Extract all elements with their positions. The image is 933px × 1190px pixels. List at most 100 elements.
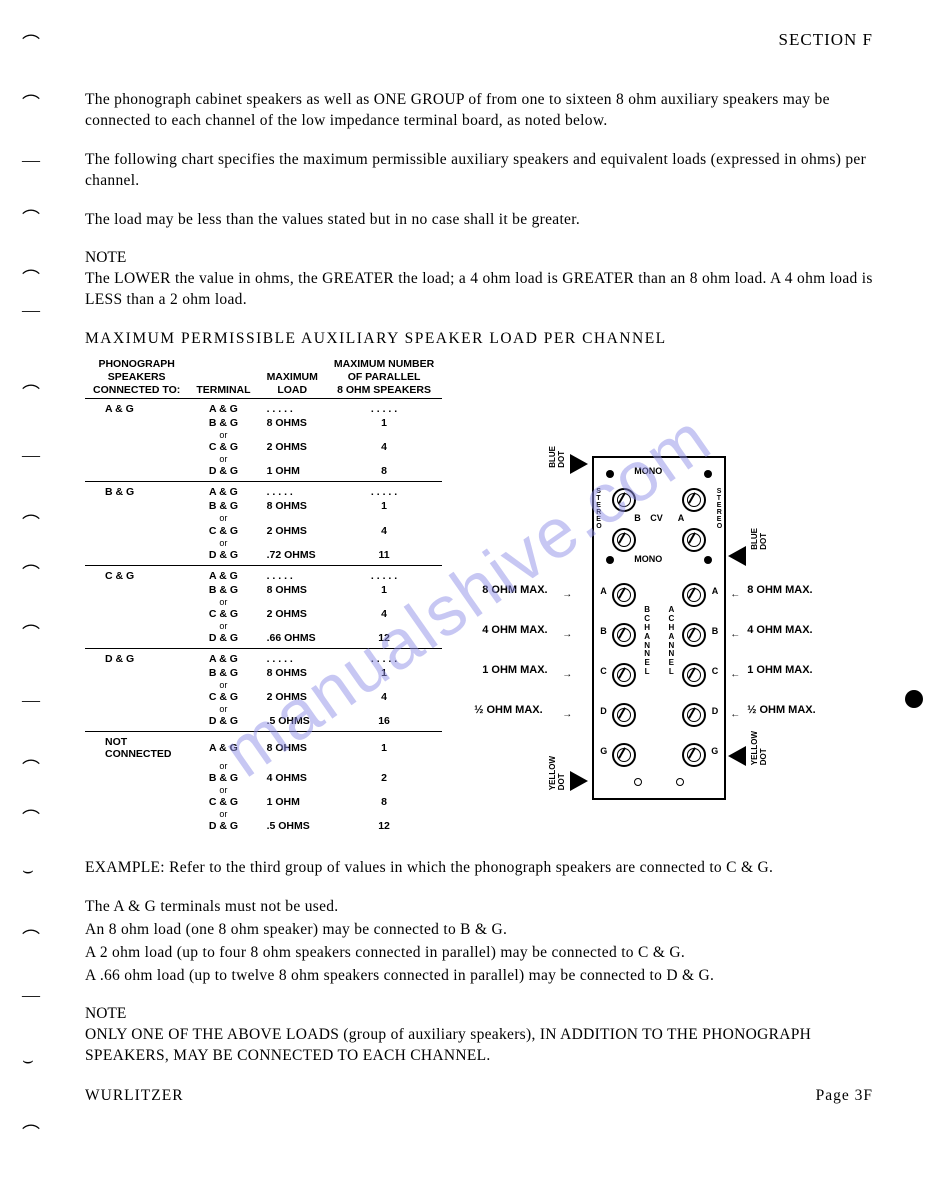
terminal-b [612, 623, 636, 647]
table-row: B & G4 OHMS2 [85, 771, 442, 785]
terminal [682, 528, 706, 552]
table-row: C & G1 OHM8 [85, 795, 442, 809]
mono-label: MONO [634, 554, 662, 564]
ohm-label: 4 OHM MAX. [747, 624, 812, 636]
arrow-icon [728, 746, 746, 766]
table-row: D & G.5 OHMS16 [85, 714, 442, 732]
example-5: A .66 ohm load (up to twelve 8 ohm speak… [85, 966, 873, 987]
note-1-label: NOTE [85, 249, 873, 267]
table-or-row: or [85, 621, 442, 631]
yellow-dot-label: YELLOWDOT [548, 756, 566, 790]
terminal [612, 488, 636, 512]
table-or-row: or [85, 809, 442, 819]
table-or-row: or [85, 761, 442, 771]
footer-left: WURLITZER [85, 1087, 184, 1105]
ohm-label: 1 OHM MAX. [482, 664, 547, 676]
table-row: C & G2 OHMS4 [85, 524, 442, 538]
footer-right: Page 3F [816, 1087, 873, 1105]
note-2-text: ONLY ONE OF THE ABOVE LOADS (group of au… [85, 1025, 873, 1067]
terminal-g [682, 743, 706, 767]
terminal-diagram: MONO B CV A MONO STEREO STEREO A [472, 456, 822, 806]
table-row: D & G.5 OHMS12 [85, 819, 442, 833]
table-row: C & GA & G. . . . .. . . . . [85, 565, 442, 583]
table-row: B & GA & G. . . . .. . . . . [85, 482, 442, 500]
a-label: A [600, 586, 607, 596]
terminal-c [682, 663, 706, 687]
example-3: An 8 ohm load (one 8 ohm speaker) may be… [85, 920, 873, 941]
dot [704, 470, 712, 478]
table-row: C & G2 OHMS4 [85, 440, 442, 454]
table-or-row: or [85, 513, 442, 523]
example-4: A 2 ohm load (up to four 8 ohm speakers … [85, 943, 873, 964]
dot [606, 470, 614, 478]
d-label: D [712, 706, 719, 716]
table-or-row: or [85, 454, 442, 464]
terminal-c [612, 663, 636, 687]
ohm-label: 8 OHM MAX. [482, 584, 547, 596]
table-or-row: or [85, 430, 442, 440]
stereo-label: STEREO [717, 488, 722, 530]
mono-label: MONO [634, 466, 662, 476]
g-label: G [600, 746, 607, 756]
b-label: B [600, 626, 607, 636]
terminal-g [612, 743, 636, 767]
terminal-box: MONO B CV A MONO STEREO STEREO A [592, 456, 726, 800]
cv-label: CV [650, 513, 663, 523]
note-1-text: The LOWER the value in ohms, the GREATER… [85, 269, 873, 311]
paragraph-2: The following chart specifies the maximu… [85, 150, 873, 192]
table-or-row: or [85, 597, 442, 607]
terminal-b [682, 623, 706, 647]
paragraph-3: The load may be less than the values sta… [85, 210, 873, 231]
table-or-row: or [85, 704, 442, 714]
b-label: B [634, 513, 641, 523]
content-row: PHONOGRAPHSPEAKERSCONNECTED TO: TERMINAL… [85, 356, 873, 833]
table-or-row: or [85, 785, 442, 795]
mounting-hole [634, 778, 642, 786]
ohm-label: ½ OHM MAX. [474, 704, 542, 716]
arrow-icon [728, 546, 746, 566]
table-title: MAXIMUM PERMISSIBLE AUXILIARY SPEAKER LO… [85, 330, 873, 348]
blue-dot-label: BLUEDOT [548, 446, 566, 468]
a-label: A [712, 586, 719, 596]
th-num: MAXIMUM NUMBEROF PARALLEL8 OHM SPEAKERS [326, 356, 442, 398]
example-block: EXAMPLE: Refer to the third group of val… [85, 858, 873, 879]
table-row: A & GA & G. . . . .. . . . . [85, 399, 442, 417]
table-row: B & G8 OHMS1 [85, 499, 442, 513]
arrow-icon [570, 771, 588, 791]
arrow-icon [570, 454, 588, 474]
ohm-label: ½ OHM MAX. [747, 704, 815, 716]
dot [704, 556, 712, 564]
c-label: C [712, 666, 719, 676]
table-row: B & G8 OHMS1 [85, 583, 442, 597]
terminal-a [612, 583, 636, 607]
terminal [612, 528, 636, 552]
stereo-label: STEREO [596, 488, 601, 530]
example-2: The A & G terminals must not be used. [85, 897, 873, 918]
table-row: D & G.72 OHMS11 [85, 548, 442, 566]
yellow-dot-label: YELLOWDOT [750, 731, 768, 765]
dot [606, 556, 614, 564]
terminal-a [682, 583, 706, 607]
table-row: NOTCONNECTEDA & G8 OHMS1 [85, 731, 442, 761]
th-terminal: TERMINAL [188, 356, 258, 398]
a-label: A [678, 513, 685, 523]
table-row: C & G2 OHMS4 [85, 690, 442, 704]
table-or-row: or [85, 538, 442, 548]
page-content: SECTION F The phonograph cabinet speaker… [0, 0, 933, 1125]
table-row: B & G8 OHMS1 [85, 666, 442, 680]
ohm-label: 4 OHM MAX. [482, 624, 547, 636]
th-load: MAXIMUMLOAD [259, 356, 326, 398]
b-label: B [712, 626, 719, 636]
section-header: SECTION F [85, 30, 873, 50]
table-row: D & G1 OHM8 [85, 464, 442, 482]
g-label: G [711, 746, 718, 756]
paragraph-1: The phonograph cabinet speakers as well … [85, 90, 873, 132]
d-label: D [600, 706, 607, 716]
table-row: D & G.66 OHMS12 [85, 631, 442, 649]
example-label: EXAMPLE: [85, 859, 165, 876]
th-phono: PHONOGRAPHSPEAKERSCONNECTED TO: [85, 356, 188, 398]
terminal [682, 488, 706, 512]
page-footer: WURLITZER Page 3F [85, 1087, 873, 1105]
channel-a-label: ACHANNEL [668, 606, 674, 676]
table-row: D & GA & G. . . . .. . . . . [85, 648, 442, 666]
